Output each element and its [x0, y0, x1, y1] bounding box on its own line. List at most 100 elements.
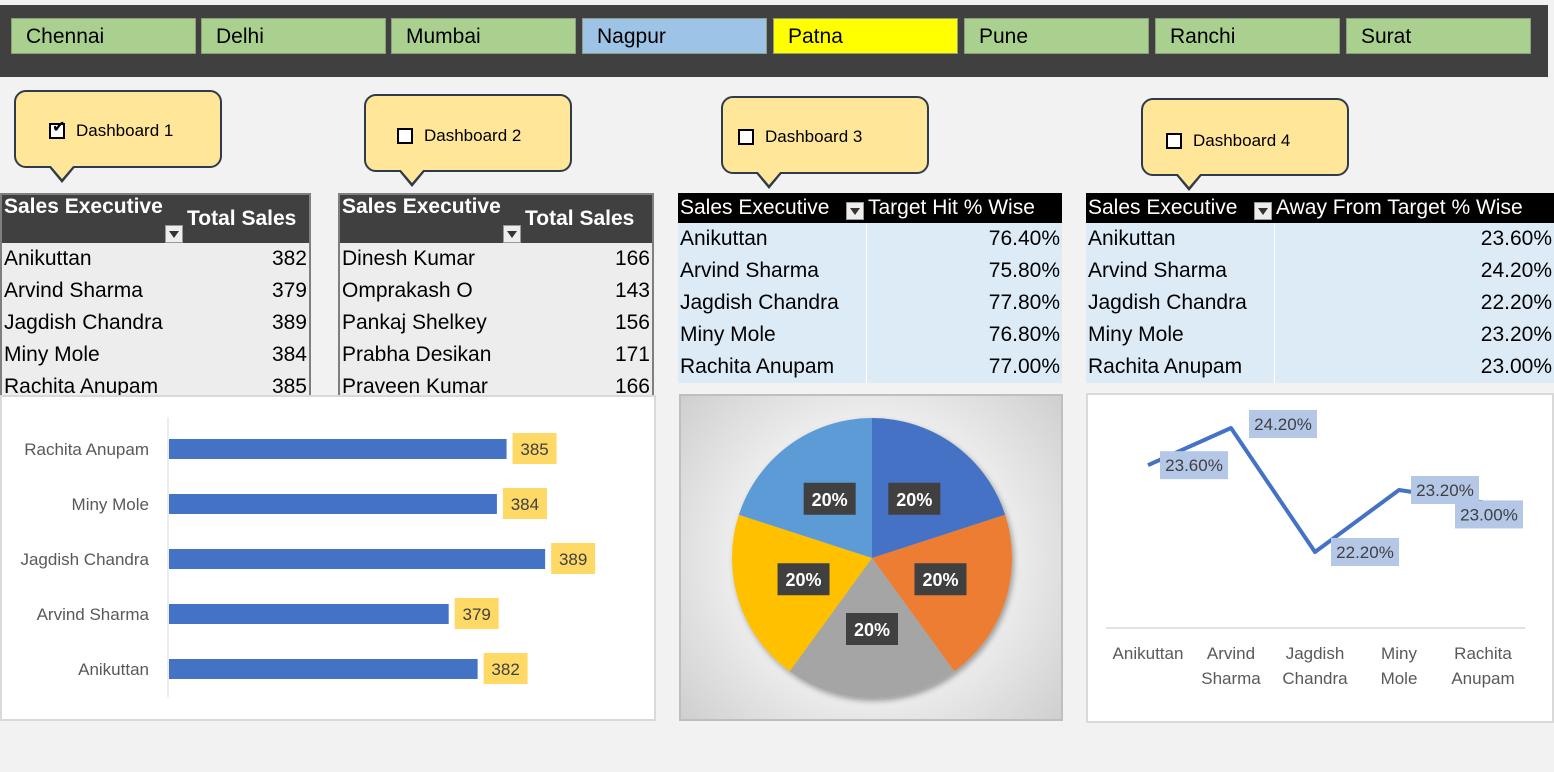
cell-executive-name: Arvind Sharma: [678, 255, 867, 287]
table-row: Miny Mole 384: [1, 339, 310, 371]
table-row: Arvind Sharma 379: [1, 275, 310, 307]
line-point-label-bg: [1160, 451, 1228, 480]
cell-executive-name: Rachita Anupam: [678, 351, 867, 383]
slicer-button-surat[interactable]: Surat: [1346, 18, 1531, 54]
slicer-button-mumbai[interactable]: Mumbai: [391, 18, 576, 54]
bar-anikuttan: [169, 659, 478, 679]
bar-value-label-bg: [454, 598, 499, 629]
header-label: Total Sales: [525, 207, 635, 230]
cell-value: 77.80%: [866, 287, 1062, 319]
cell-executive-name: Pankaj Shelkey: [342, 311, 487, 334]
dashboard-1-checkbox[interactable]: ✔: [49, 119, 66, 139]
dashboard-3-checkbox[interactable]: [738, 129, 754, 145]
cell-executive-name: Rachita Anupam: [1086, 351, 1275, 383]
slicer-button-patna[interactable]: Patna: [773, 18, 958, 54]
cell-value: 389: [271, 311, 307, 334]
filter-dropdown-icon[interactable]: [846, 202, 864, 220]
line-point-label: 23.20%: [1416, 481, 1474, 500]
line-category-label: Arvind Sharma: [1201, 644, 1261, 688]
pie-chart: 20% 20% 20% 20% 20%: [732, 418, 1012, 698]
dashboard-4-checkbox[interactable]: [1166, 133, 1182, 149]
pie-chart-panel: 20% 20% 20% 20% 20%: [679, 394, 1063, 721]
pie-label-bg: [777, 563, 830, 596]
cell-executive-name: Anikuttan: [1086, 223, 1275, 255]
header-metric: Target Hit % Wise: [866, 193, 1062, 223]
table-row: Arvind Sharma 24.20%: [1086, 255, 1554, 287]
bar-arvind-sharma: [169, 604, 449, 624]
slicer-button-delhi[interactable]: Delhi: [201, 18, 386, 54]
table-header-row: Sales Executive Total Sales: [1, 194, 310, 243]
line-point-label: 23.00%: [1460, 505, 1518, 524]
pie-label-bg: [888, 482, 941, 515]
pie-label-bg: [803, 482, 856, 515]
cell-executive-name: Jagdish Chandra: [678, 287, 867, 319]
bar-miny-mole: [169, 494, 497, 514]
header-label: Sales Executive: [342, 195, 501, 218]
bar-category-label: Anikuttan: [78, 660, 149, 679]
slicer-button-pune[interactable]: Pune: [964, 18, 1149, 54]
checkmark-icon: ✔: [52, 119, 66, 136]
cell-executive-name: Prabha Desikan: [342, 343, 492, 366]
table-header-row: Sales Executive Away From Target % Wise: [1086, 193, 1554, 223]
header-sales-executive[interactable]: Sales Executive: [339, 194, 523, 243]
pie-label-bg: [846, 613, 898, 645]
slicer-button-nagpur[interactable]: Nagpur: [582, 18, 767, 54]
cell-executive-name: Miny Mole: [678, 319, 867, 351]
table-row: Pankaj Shelkey 156: [339, 307, 653, 339]
bar-value-label: 385: [520, 440, 548, 459]
table-row: Anikuttan 382: [1, 243, 310, 275]
header-label: Away From Target % Wise: [1276, 196, 1523, 219]
cell-value: 379: [271, 279, 307, 302]
line-point-label: 23.60%: [1165, 456, 1223, 475]
bar-category-label: Arvind Sharma: [37, 605, 150, 624]
line-point-label-bg: [1249, 410, 1317, 438]
line-point-label: 24.20%: [1254, 415, 1312, 434]
bar-chart-panel: Rachita Anupam 385 Miny Mole 384 Jagdish Cha…: [0, 395, 656, 721]
cell-value: 166: [614, 375, 650, 398]
bar-value-label: 389: [559, 550, 587, 569]
cell-value: 384: [271, 343, 307, 366]
table-row: Jagdish Chandra 389: [1, 307, 310, 339]
total-sales-table-2: Sales Executive Total Sales Dinesh Kumar 16…: [338, 193, 654, 405]
cell-value: 23.00%: [1274, 351, 1554, 383]
table-row: Omprakash O 143: [339, 275, 653, 307]
total-sales-table-1: Sales Executive Total Sales Anikuttan 382 Ar…: [0, 193, 311, 405]
bar-value-label-bg: [551, 543, 596, 574]
cell-value: 22.20%: [1274, 287, 1554, 319]
cell-executive-name: Anikuttan: [4, 247, 92, 270]
table-row: Dinesh Kumar 166: [339, 243, 653, 275]
cell-executive-name: Arvind Sharma: [4, 279, 143, 302]
target-hit-table: Sales Executive Target Hit % Wise Anikutta…: [678, 193, 1062, 383]
pie-slice-label: 20%: [812, 490, 848, 510]
dashboard-1-label: Dashboard 1: [76, 121, 174, 140]
header-sales-executive[interactable]: Sales Executive: [1, 194, 185, 243]
dashboard-2-checkbox[interactable]: [397, 128, 413, 144]
header-sales-executive[interactable]: Sales Executive: [678, 193, 866, 223]
cell-executive-name: Arvind Sharma: [1086, 255, 1275, 287]
table-row: Rachita Anupam 23.00%: [1086, 351, 1554, 383]
slicer-button-chennai[interactable]: Chennai: [11, 18, 196, 54]
table-row: Anikuttan 23.60%: [1086, 223, 1554, 255]
line-category-label: Miny Mole: [1381, 644, 1418, 688]
cell-value: 76.40%: [866, 223, 1062, 255]
table-row: Miny Mole 76.80%: [678, 319, 1062, 351]
cell-value: 23.60%: [1274, 223, 1554, 255]
filter-dropdown-icon[interactable]: [503, 225, 521, 243]
table-header-row: Sales Executive Target Hit % Wise: [678, 193, 1062, 223]
cell-value: 24.20%: [1274, 255, 1554, 287]
bar-category-label: Rachita Anupam: [24, 440, 149, 459]
header-sales-executive[interactable]: Sales Executive: [1086, 193, 1274, 223]
bar-rachita-anupam: [169, 439, 507, 459]
cell-executive-name: Miny Mole: [4, 343, 100, 366]
filter-dropdown-icon[interactable]: [165, 225, 183, 243]
cell-value: 23.20%: [1274, 319, 1554, 351]
header-label: Sales Executive: [4, 195, 163, 218]
cell-executive-name: Dinesh Kumar: [342, 247, 476, 270]
cell-value: 77.00%: [866, 351, 1062, 383]
header-metric: Total Sales: [185, 194, 310, 243]
slicer-button-ranchi[interactable]: Ranchi: [1155, 18, 1340, 54]
cell-value: 166: [614, 247, 650, 270]
filter-dropdown-icon[interactable]: [1254, 202, 1272, 220]
line-point-label-bg: [1411, 476, 1479, 504]
cell-executive-name: Miny Mole: [1086, 319, 1275, 351]
